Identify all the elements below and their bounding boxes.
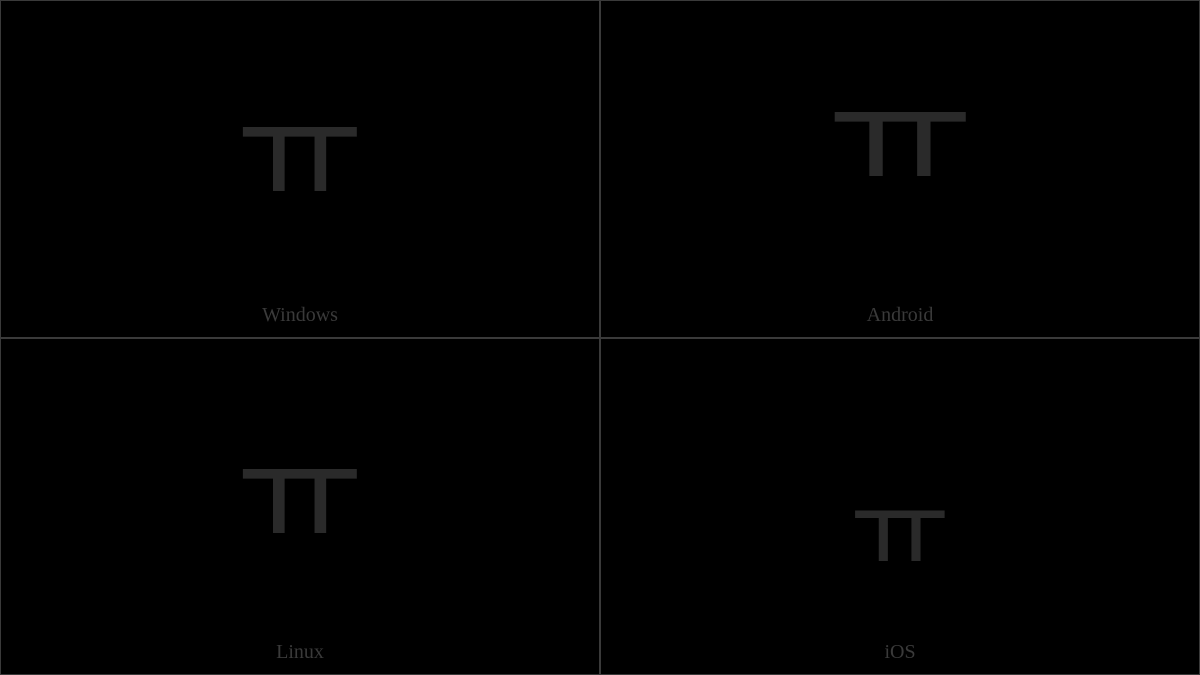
- panel-windows: ㅠ Windows: [0, 0, 600, 338]
- panel-ios: ㅠ iOS: [600, 338, 1200, 675]
- glyph-linux: ㅠ: [236, 426, 365, 566]
- glyph-ios: ㅠ: [849, 476, 950, 586]
- panel-android: ㅠ Android: [600, 0, 1200, 338]
- panel-linux: ㅠ Linux: [0, 338, 600, 675]
- glyph-windows: ㅠ: [236, 84, 365, 224]
- label-android: Android: [867, 304, 934, 327]
- label-ios: iOS: [884, 641, 915, 664]
- label-windows: Windows: [262, 304, 338, 327]
- label-linux: Linux: [276, 641, 324, 664]
- glyph-android: ㅠ: [826, 69, 974, 209]
